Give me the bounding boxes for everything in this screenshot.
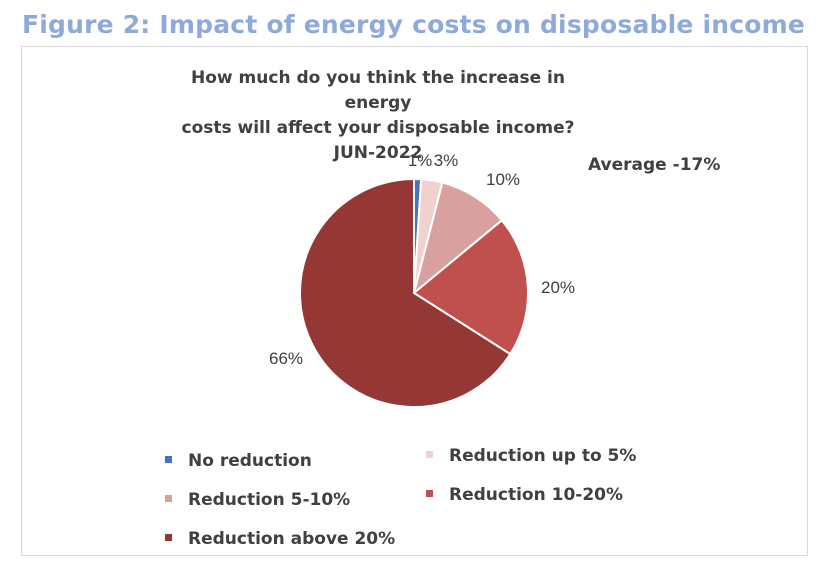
legend-item-reduction-10-20: Reduction 10-20%: [426, 485, 623, 505]
chart-title-line-3: JUN-2022: [333, 143, 423, 163]
pie-data-label-4: 66%: [269, 349, 303, 368]
legend-item-reduction-up-to-5: Reduction up to 5%: [426, 446, 636, 466]
legend-item-no-reduction: No reduction: [165, 451, 312, 471]
legend-label: Reduction above 20%: [188, 529, 396, 549]
legend-item-reduction-5-10: Reduction 5-10%: [165, 490, 350, 510]
legend-swatch: [165, 494, 172, 502]
chart-title: How much do you think the increase in en…: [170, 66, 586, 166]
pie-data-label-1: 3%: [434, 151, 459, 170]
pie-slice-3: [412, 218, 529, 356]
legend-label: Reduction 5-10%: [188, 490, 351, 510]
figure-title: Figure 2: Impact of energy costs on disp…: [21, 10, 806, 39]
legend-swatch: [426, 489, 433, 497]
pie-slice-2: [412, 181, 504, 296]
average-annotation: Average -17%: [588, 155, 721, 175]
legend-item-reduction-above-20: Reduction above 20%: [165, 529, 395, 549]
chart-title-line-2: costs will affect your disposable income…: [181, 118, 575, 138]
legend-swatch: [426, 450, 433, 458]
legend-swatch: [165, 455, 172, 463]
chart-title-line-1: How much do you think the increase in en…: [191, 68, 565, 113]
legend-label: No reduction: [188, 451, 312, 471]
pie-data-label-0: 1%: [408, 151, 433, 170]
legend-label: Reduction up to 5%: [449, 446, 637, 466]
pie-slice-4: [299, 177, 512, 408]
pie-data-label-2: 10%: [486, 170, 520, 189]
legend-swatch: [165, 533, 172, 541]
pie-data-label-3: 20%: [541, 278, 575, 297]
legend-label: Reduction 10-20%: [449, 485, 624, 505]
